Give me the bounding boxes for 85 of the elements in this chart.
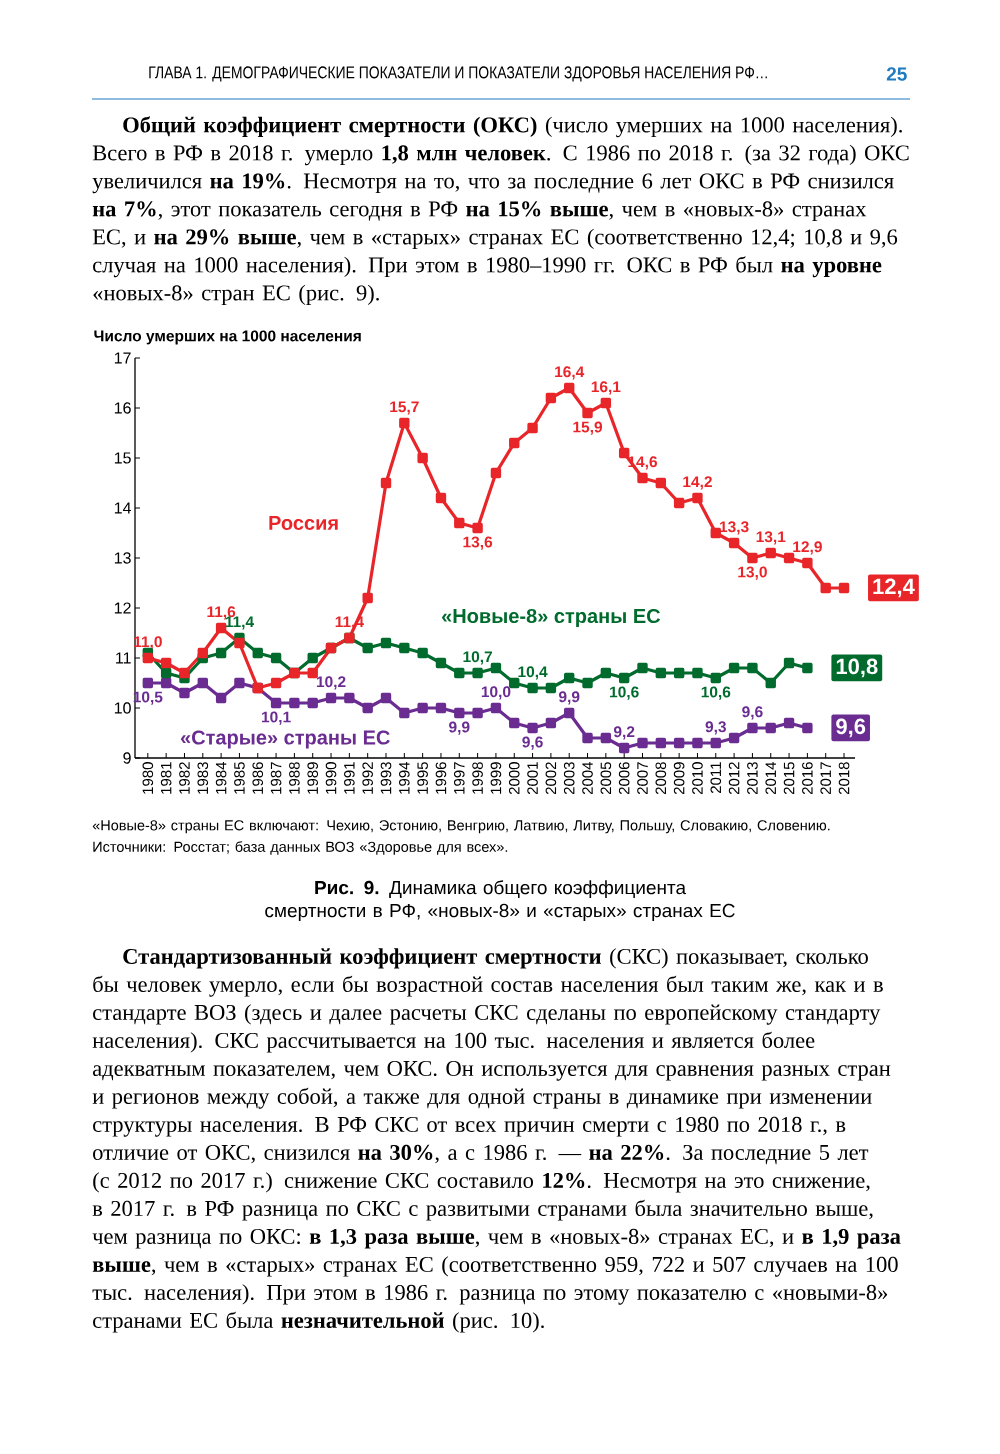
data-label: 16,4 [555, 366, 585, 380]
data-label: 9,6 [836, 718, 866, 738]
x-tick-label: 1990 [325, 762, 337, 794]
x-tick-label: 2010 [692, 762, 703, 795]
x-tick-label: 1991 [344, 762, 355, 794]
x-tick-label: 2012 [728, 762, 740, 795]
y-tick-label: 9 [123, 752, 131, 764]
y-tick-label: 13 [114, 552, 131, 564]
series-label: «Старые» страны ЕС [180, 730, 390, 749]
x-tick-label: 1982 [179, 762, 190, 794]
series-label: «Новые-8» страны ЕС [442, 608, 661, 628]
x-tick-label: 2018 [838, 762, 850, 795]
data-label: 12,9 [793, 541, 822, 555]
data-label: 13,0 [738, 566, 767, 580]
data-label: 10,6 [701, 686, 731, 700]
y-tick-label: 17 [114, 352, 131, 364]
x-tick-label: 2014 [765, 761, 777, 795]
x-tick-label: 1988 [289, 762, 300, 794]
data-label: 16,1 [591, 381, 621, 395]
x-tick-label: 2006 [618, 762, 630, 795]
x-tick-label: 2011 [710, 762, 722, 794]
x-tick-label: 1992 [362, 762, 373, 794]
x-tick-label: 1994 [399, 761, 410, 794]
text: «Новые-8» страны ЕС включают: Чехию, Эстонию, Венгрию, Латвию, Литву, Польшу, Словакию, Словению. [92, 820, 830, 834]
data-label: 13,3 [719, 521, 749, 535]
x-tick-label: 2007 [637, 762, 648, 795]
data-label: 10,1 [261, 711, 291, 725]
x-tick-label: 2004 [582, 761, 593, 795]
x-tick-label: 2016 [802, 762, 813, 795]
text: Общий коэффициент смертности (ОКС) (число умерших на 1000 населения). Всего в РФ в 2018 г. умерло 1,8 млн человек. С 1986 по 2018 г. (за 32 года) ОКС увеличился на 19%. Несмотря на то, что за последние 6 лет ОКС в РФ снизился на 7%, этот показатель сегодня в РФ на 15% выше, чем в «новых-8» странах ЕС, и на 29% выше, чем в «старых» странах ЕС (соответственно 12,4; 10,8 и 9,6 случая на 1000 населения). При этом в 1980–1990 гг. ОКС в РФ был на уровне «новых-8» стран ЕС (рис. 9). [92, 116, 909, 306]
data-label: 10,4 [518, 666, 548, 680]
x-tick-label: 1986 [252, 762, 264, 794]
x-tick-label: 1983 [197, 762, 209, 794]
text: Стандартизованный коэффициент смертности (СКС) показывает, сколько бы человек умерло, если бы возрастной состав населения был таким же, как и в стандарте ВОЗ (здесь и далее расчеты СКС сделаны по европейскому стандарту населения). СКС рассчитывается на 100 тыс. населения и является более адекватным показателем, чем ОКС. Он используется для сравнения разных стран и регионов между собой, а также для одной страны в динамике при изменении структуры населения. В РФ СКС от всех причин смерти с 1980 по 2018 г., в отличие от ОКС, снизился на 30%, а с 1986 г. — на 22%. За последние 5 лет (с 2012 по 2017 г.) снижение СКС составило 12%. Несмотря на это снижение, в 2017 г. в РФ разница по СКС с развитыми странами была значительно выше, чем разница по ОКС: в 1,3 раза выше, чем в «новых-8» странах ЕС, и в 1,9 раза выше, чем в «старых» странах ЕС (соответственно 959, 722 и 507 случаев на 100 тыс. населения). При этом в 1986 г. разница по этому показателю с «новыми-8» странами ЕС была незначительной (рис. 10). [92, 948, 901, 1333]
x-tick-label: 1984 [215, 761, 227, 794]
y-tick-label: 11 [116, 652, 131, 664]
text: 25 [886, 67, 907, 81]
data-label: 10,6 [610, 686, 639, 700]
data-label: 9,9 [558, 691, 580, 705]
y-tick-label: 10 [114, 702, 131, 714]
data-label: 10,8 [836, 658, 878, 678]
y-axis-title: Число умерших на 1000 населения [94, 330, 361, 345]
data-label: 9,9 [449, 721, 470, 735]
x-tick-label: 1981 [160, 762, 172, 794]
data-label: 14,2 [683, 476, 712, 490]
data-label: 9,6 [522, 736, 543, 750]
text: Источники: Росстат; база данных ВОЗ «Здоровье для всех». [93, 841, 508, 855]
x-tick-label: 1980 [142, 762, 154, 794]
x-tick-label: 1996 [435, 762, 447, 794]
x-tick-label: 1993 [380, 762, 392, 794]
text: Рис. 9. Динамика общего коэффициента смертности в РФ, «новых-8» и «старых» странах ЕС [265, 880, 735, 922]
data-label: 12,4 [873, 578, 915, 598]
data-label: 9,3 [705, 721, 726, 735]
data-label: 10,0 [481, 686, 511, 700]
x-tick-label: 1985 [234, 762, 245, 794]
x-tick-label: 2009 [673, 762, 685, 795]
data-label: 13,6 [463, 536, 493, 550]
x-tick-label: 2000 [508, 762, 520, 795]
x-tick-label: 2008 [655, 762, 667, 795]
x-tick-label: 2002 [545, 762, 557, 795]
x-tick-label: 1995 [417, 762, 428, 794]
data-label: 13,1 [756, 531, 786, 545]
x-tick-label: 2013 [747, 762, 758, 795]
x-tick-label: 2003 [563, 762, 575, 795]
data-label: 15,7 [390, 401, 419, 415]
text: ГЛАВА 1. ДЕМОГРАФИЧЕСКИЕ ПОКАЗАТЕЛИ И ПОКАЗАТЕЛИ ЗДОРОВЬЯ НАСЕЛЕНИЯ РФ… [149, 66, 767, 82]
data-label: 15,9 [573, 421, 603, 435]
x-tick-label: 1987 [270, 762, 282, 794]
x-tick-label: 1997 [453, 762, 465, 794]
y-tick-label: 16 [114, 402, 131, 414]
data-label: 9,6 [742, 706, 763, 720]
x-tick-label: 2001 [527, 762, 538, 795]
y-tick-label: 15 [114, 452, 131, 464]
y-tick-label: 14 [114, 502, 132, 514]
x-tick-label: 2017 [820, 762, 832, 795]
text: Россия [269, 516, 338, 530]
x-tick-label: 2015 [783, 762, 795, 795]
data-label: 10,7 [463, 651, 492, 665]
x-tick-label: 2005 [600, 762, 612, 795]
data-label: 10,2 [316, 676, 346, 690]
x-tick-label: 1989 [307, 762, 319, 794]
y-tick-label: 12 [114, 602, 131, 614]
data-label: 9,2 [613, 726, 635, 740]
x-tick-label: 1998 [472, 762, 483, 794]
x-tick-label: 1999 [490, 762, 502, 794]
